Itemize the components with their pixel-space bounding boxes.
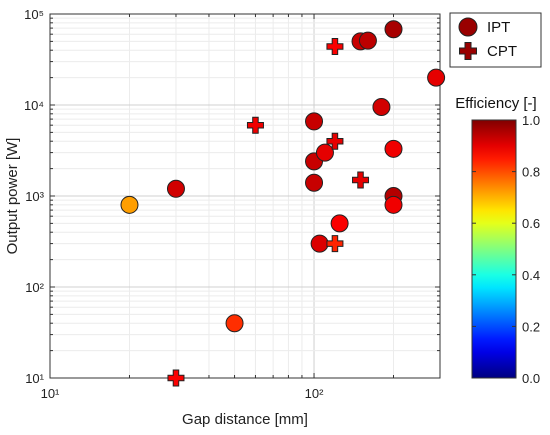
legend: IPT CPT xyxy=(449,12,542,68)
y-tick-label: 10¹ xyxy=(25,371,44,386)
ipt-point xyxy=(166,179,185,198)
cpt-point xyxy=(246,116,264,134)
x-tick-label: 10² xyxy=(305,386,324,401)
cpt-point xyxy=(352,171,370,189)
y-tick-label: 10³ xyxy=(25,189,44,204)
colorbar-tick-label: 0.4 xyxy=(522,268,540,283)
x-tick-label: 10¹ xyxy=(41,386,60,401)
axis-ticks xyxy=(49,13,441,379)
y-tick-label: 10² xyxy=(25,280,44,295)
colorbar-tick-label: 0.0 xyxy=(522,371,540,386)
colorbar-gradient xyxy=(471,119,517,379)
colorbar-tick-label: 0.8 xyxy=(522,165,540,180)
y-tick-labels: 10¹ 10² 10³ 10⁴ 10⁵ xyxy=(24,7,45,386)
colorbar-tick-label: 0.2 xyxy=(522,319,540,334)
ipt-point xyxy=(315,143,334,162)
data-points xyxy=(120,20,446,387)
legend-label: CPT xyxy=(487,43,517,60)
ipt-point xyxy=(305,112,324,131)
ipt-point xyxy=(120,195,139,214)
ipt-point xyxy=(305,173,324,192)
legend-cpt-marker xyxy=(459,42,477,60)
ipt-point xyxy=(225,314,244,333)
cpt-point xyxy=(326,37,344,55)
colorbar-tick-label: 0.6 xyxy=(522,216,540,231)
cpt-point xyxy=(326,235,344,253)
y-tick-label: 10⁴ xyxy=(24,98,44,113)
ipt-point xyxy=(310,234,329,253)
ipt-point xyxy=(384,139,403,158)
cpt-point xyxy=(167,369,185,387)
x-axis-title: Gap distance [mm] xyxy=(182,411,308,428)
y-tick-label: 10⁵ xyxy=(24,7,44,22)
cpt-point xyxy=(326,132,344,150)
ipt-point xyxy=(372,98,391,117)
legend-ipt-marker xyxy=(458,17,478,37)
legend-label: IPT xyxy=(487,19,510,36)
ipt-point xyxy=(330,214,349,233)
ipt-point xyxy=(358,31,377,50)
colorbar-tick-label: 1.0 xyxy=(522,113,540,128)
colorbar-title: Efficiency [-] xyxy=(455,95,536,112)
grid xyxy=(49,13,441,379)
ipt-point xyxy=(384,195,403,214)
ipt-point xyxy=(384,20,403,39)
colorbar: Efficiency [-] 0.0 0.2 0.4 0.6 0.8 1.0 xyxy=(455,95,540,386)
y-axis-title: Output power [W] xyxy=(4,138,21,255)
ipt-point xyxy=(427,68,446,87)
x-tick-labels: 10¹ 10² xyxy=(41,386,324,401)
